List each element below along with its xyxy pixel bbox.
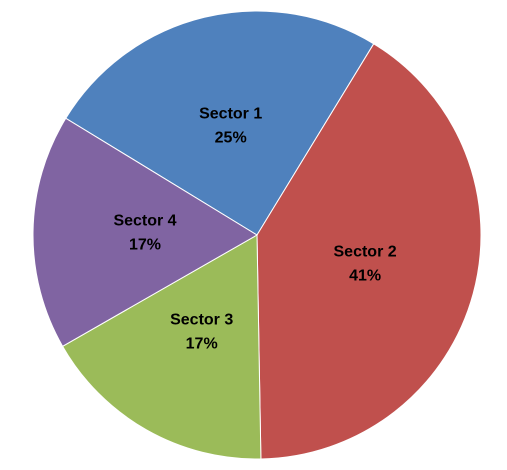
pie-slice: [65, 10, 375, 236]
slice-label: Sector 4: [113, 213, 176, 230]
slice-value: 17%: [129, 237, 161, 254]
slice-label: Sector 1: [199, 105, 262, 122]
slice-value: 25%: [215, 129, 247, 146]
slice-label: Sector 2: [334, 244, 397, 261]
pie-slice: [256, 43, 482, 460]
slice-value: 17%: [186, 336, 218, 353]
slice-label: Sector 3: [170, 312, 233, 329]
pie-slice: [61, 234, 262, 460]
pie-slice: [32, 117, 258, 348]
slice-value: 41%: [349, 268, 381, 285]
